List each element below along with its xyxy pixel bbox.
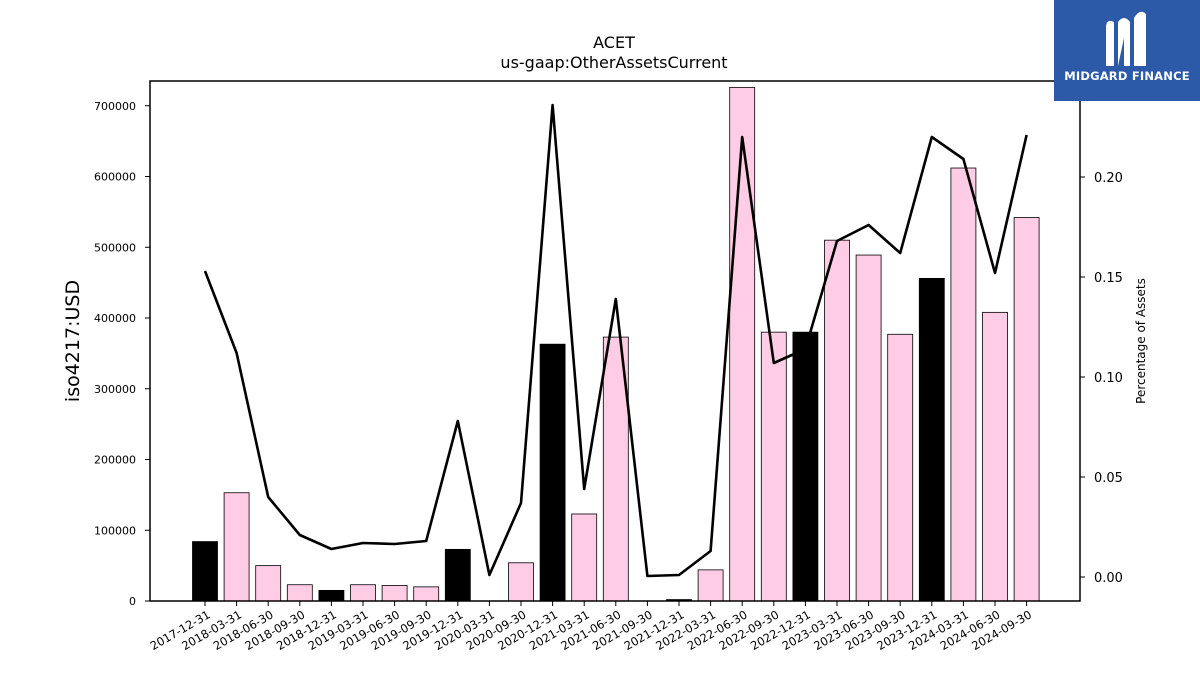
y-tick-label: 400000: [94, 312, 136, 325]
bar-2018-03-31: [223, 492, 250, 602]
bar-2019-06-30: [381, 585, 408, 602]
bar-series: [192, 86, 1040, 602]
y-axis-label: iso4217:USD: [62, 280, 84, 402]
bar-2024-06-30: [982, 311, 1008, 602]
y-tick-label: 500000: [94, 241, 136, 254]
bar-2020-09-30: [508, 562, 534, 602]
brand-logo: MIDGARD FINANCE: [1054, 0, 1200, 101]
y2-tick-label: 0.10: [1094, 371, 1123, 386]
plot-frame: [149, 80, 1081, 602]
bar-2023-06-30: [855, 254, 882, 602]
y-axis-right: 0.00 0.05 0.10 0.15 0.20: [1080, 171, 1123, 586]
chart-subtitle: us-gaap:OtherAssetsCurrent: [500, 53, 727, 72]
bar-2022-09-30: [760, 331, 787, 602]
bar-2023-03-31: [824, 239, 850, 602]
percentage-line: [203, 103, 1028, 578]
chart-title: ACET: [593, 33, 635, 52]
bar-2024-09-30: [1013, 217, 1040, 602]
x-axis: 2017-12-312018-03-312018-06-302018-09-30…: [148, 601, 1034, 653]
y-axis-left: 0 100000 200000 300000 400000 500000 600000 700…: [94, 100, 150, 608]
bar-2020-12-31: [539, 343, 566, 602]
midgard-logo-icon: [1106, 11, 1146, 66]
line-series: [203, 103, 1028, 578]
bar-2018-12-31: [318, 589, 345, 602]
bar-2019-09-30: [413, 586, 440, 602]
bar-2021-03-31: [571, 513, 598, 602]
bar-2023-09-30: [887, 333, 914, 602]
y-tick-label: 200000: [94, 454, 136, 467]
y2-tick-label: 0.05: [1094, 471, 1123, 486]
bar-2023-12-31: [918, 277, 945, 602]
y-tick-label: 0: [129, 595, 136, 608]
y-tick-label: 100000: [94, 524, 136, 537]
y2-axis-label: Percentage of Assets: [1134, 278, 1148, 404]
bar-2018-09-30: [286, 584, 313, 602]
bar-2022-12-31: [792, 331, 819, 602]
bar-2022-03-31: [697, 569, 724, 602]
y2-tick-label: 0.15: [1094, 271, 1123, 286]
logo-text: MIDGARD FINANCE: [1064, 69, 1190, 83]
bar-2024-03-31: [950, 167, 977, 602]
y2-tick-label: 0.00: [1094, 571, 1123, 586]
bar-2017-12-31: [192, 541, 218, 602]
bar-2019-03-31: [350, 584, 376, 602]
bar-2018-06-30: [255, 565, 282, 602]
y-tick-label: 600000: [94, 171, 136, 184]
bar-2019-12-31: [444, 548, 471, 602]
y-tick-label: 700000: [94, 100, 136, 113]
bar-2022-06-30: [729, 86, 756, 602]
y2-tick-label: 0.20: [1094, 171, 1123, 186]
y-tick-label: 300000: [94, 383, 136, 396]
